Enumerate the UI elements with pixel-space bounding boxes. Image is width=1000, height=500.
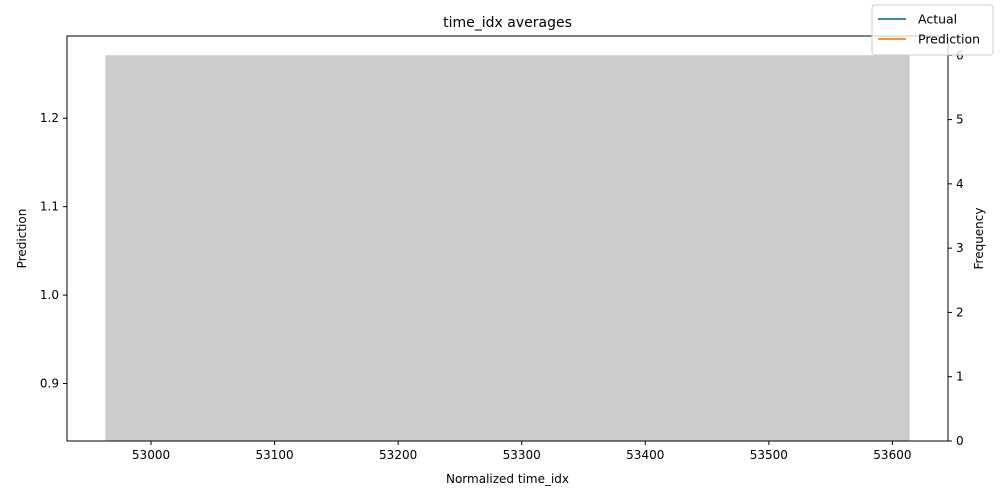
y2-tick-label: 1 [956, 370, 964, 384]
histogram-bars [105, 55, 910, 442]
legend-box [871, 4, 994, 56]
x-tick-label: 53600 [873, 448, 911, 462]
y2-tick-label: 2 [956, 305, 964, 319]
y-axis-title: Prediction [15, 209, 29, 269]
x-axis-title: Normalized time_idx [446, 472, 569, 486]
y-tick-label: 1.2 [40, 111, 59, 125]
legend-label: Actual [918, 12, 957, 27]
y2-tick-label: 3 [956, 241, 964, 255]
x-tick-label: 53400 [626, 448, 664, 462]
x-tick-label: 53100 [255, 448, 293, 462]
legend-label: Prediction [918, 32, 980, 47]
y2-tick-label: 4 [956, 177, 964, 191]
y-axis-left: 0.9 1.0 1.1 1.2 [40, 111, 67, 391]
chart-title: time_idx averages [443, 15, 572, 31]
y-axis-right: 0123456 [948, 48, 964, 448]
x-tick-label: 53500 [750, 448, 788, 462]
y-tick-label: 0.9 [40, 377, 59, 391]
y-tick-label: 1.0 [40, 288, 59, 302]
y2-axis-title: Frequency [972, 208, 986, 270]
x-axis: 53000 53100 53200 53300 53400 53500 53600 [132, 441, 911, 462]
y2-tick-label: 5 [956, 113, 964, 127]
x-tick-label: 53200 [379, 448, 417, 462]
plot-frame [66, 35, 949, 442]
legend: Actual Prediction [871, 4, 994, 56]
y-tick-label: 1.1 [40, 200, 59, 214]
y2-tick-label: 0 [956, 434, 964, 448]
histogram-bar-0 [105, 55, 910, 442]
x-tick-label: 53000 [132, 448, 170, 462]
x-tick-label: 53300 [503, 448, 541, 462]
